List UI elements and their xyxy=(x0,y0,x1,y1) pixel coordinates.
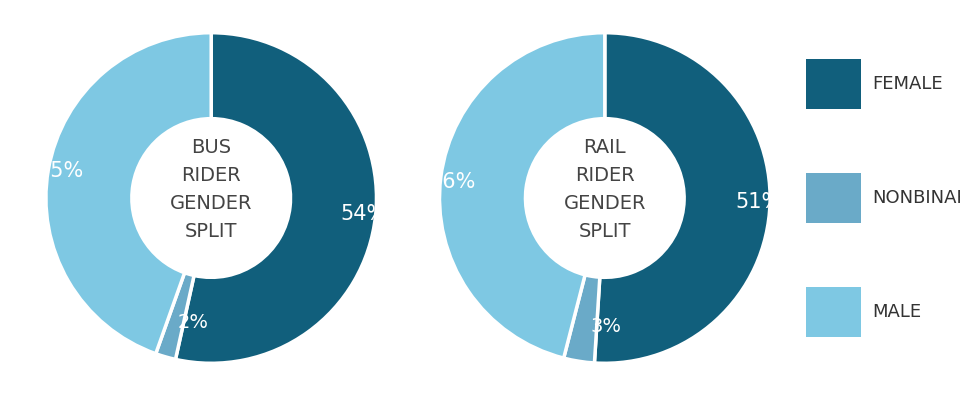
Text: 2%: 2% xyxy=(178,312,209,331)
Text: MALE: MALE xyxy=(873,303,922,321)
Wedge shape xyxy=(156,273,194,360)
Wedge shape xyxy=(564,275,600,363)
Text: RAIL
RIDER
GENDER
SPLIT: RAIL RIDER GENDER SPLIT xyxy=(564,138,646,241)
Wedge shape xyxy=(594,33,770,363)
Text: 46%: 46% xyxy=(429,173,475,192)
Text: 3%: 3% xyxy=(590,317,621,336)
Text: 54%: 54% xyxy=(341,204,387,223)
Wedge shape xyxy=(440,33,605,358)
Text: FEMALE: FEMALE xyxy=(873,75,944,93)
Wedge shape xyxy=(176,33,376,363)
FancyBboxPatch shape xyxy=(806,287,861,337)
Wedge shape xyxy=(46,33,211,354)
Text: 45%: 45% xyxy=(37,161,84,181)
Text: NONBINARY: NONBINARY xyxy=(873,189,960,207)
Text: 51%: 51% xyxy=(735,192,781,212)
Text: BUS
RIDER
GENDER
SPLIT: BUS RIDER GENDER SPLIT xyxy=(170,138,252,241)
FancyBboxPatch shape xyxy=(806,173,861,223)
FancyBboxPatch shape xyxy=(806,59,861,109)
